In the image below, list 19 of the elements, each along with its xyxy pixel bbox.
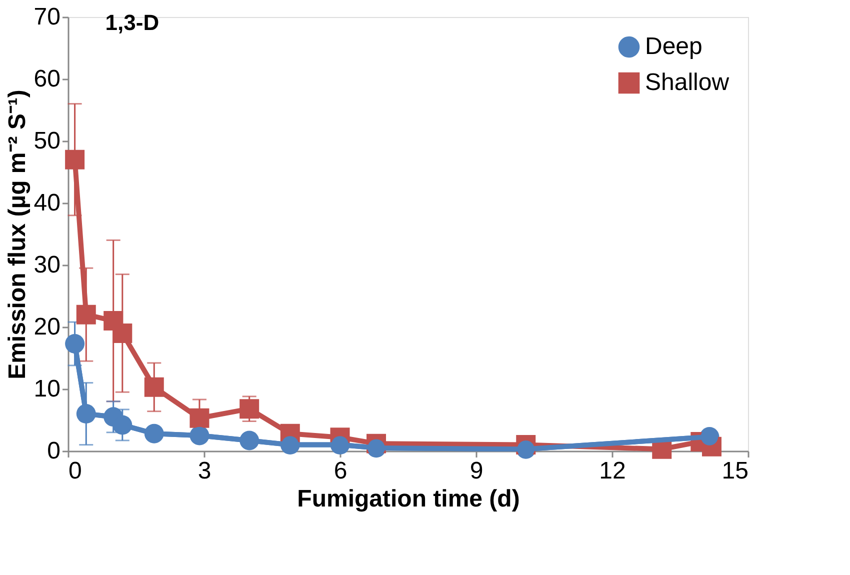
x-tick-label: 12 (599, 458, 626, 484)
y-tick-label: 60 (34, 66, 60, 92)
y-tick-label: 0 (47, 438, 60, 464)
legend-label: Deep (645, 33, 702, 60)
y-tick-label: 40 (34, 190, 60, 216)
y-tick-label: 30 (34, 252, 60, 278)
y-tick-label: 10 (34, 376, 60, 402)
x-tick-label: 3 (198, 458, 212, 484)
y-tick-label: 50 (34, 128, 60, 154)
x-tick-label: 0 (68, 458, 82, 484)
y-axis-title: Emission flux (µg m⁻² S⁻¹) (4, 90, 31, 380)
x-axis-title: Fumigation time (d) (297, 486, 520, 512)
legend-label: Shallow (645, 69, 730, 96)
y-tick-label: 20 (34, 314, 60, 340)
x-tick-label: 15 (722, 458, 748, 484)
x-tick-label: 9 (470, 458, 484, 484)
x-tick-label: 6 (334, 458, 348, 484)
y-tick-label: 70 (34, 4, 60, 30)
chart-title: 1,3-D (105, 10, 160, 35)
